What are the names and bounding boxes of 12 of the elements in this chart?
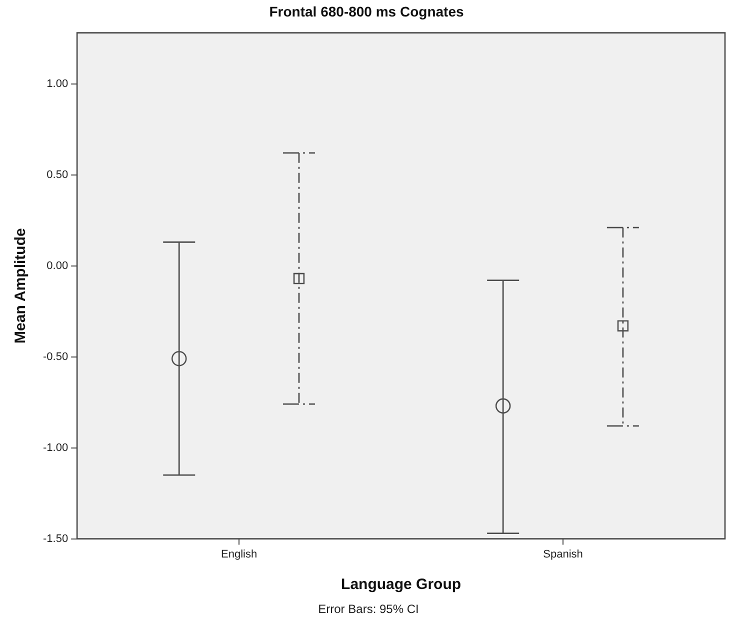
x-tick-label: Spanish — [543, 548, 583, 560]
text: Error Bars: 95% CI — [317, 602, 420, 616]
y-tick-label: -1.50 — [42, 532, 68, 545]
x-tick-label: English — [221, 548, 258, 560]
y-tick-label: -1.00 — [42, 442, 68, 454]
y-axis-title: Mean Amplitude — [12, 228, 30, 344]
y-tick-label: 0.50 — [46, 168, 68, 181]
y-tick-label: -0.50 — [42, 350, 68, 363]
x-axis-title: Language Group — [341, 576, 462, 594]
y-tick-label: 0.00 — [46, 260, 68, 272]
y-tick-label: 1.00 — [46, 78, 68, 90]
chart-title: Frontal 680-800 ms Cognates — [269, 3, 464, 20]
